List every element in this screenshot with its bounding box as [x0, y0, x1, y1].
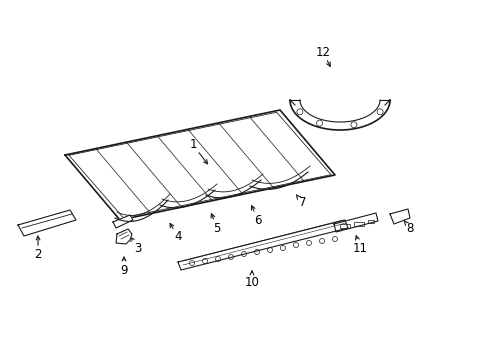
Text: 2: 2 — [34, 248, 41, 261]
Text: 10: 10 — [244, 275, 259, 288]
Bar — [353, 222, 363, 226]
Polygon shape — [18, 210, 76, 236]
Polygon shape — [65, 110, 334, 220]
Text: 3: 3 — [134, 242, 142, 255]
Text: 5: 5 — [213, 221, 220, 234]
Bar — [367, 220, 373, 223]
Text: 8: 8 — [406, 221, 413, 234]
Polygon shape — [389, 209, 409, 224]
Text: 7: 7 — [299, 197, 306, 210]
Polygon shape — [333, 213, 377, 232]
Text: 9: 9 — [120, 264, 127, 276]
Text: 11: 11 — [352, 242, 367, 255]
Text: 4: 4 — [174, 230, 182, 243]
Text: 6: 6 — [254, 213, 261, 226]
Text: 12: 12 — [315, 45, 330, 58]
Polygon shape — [116, 229, 132, 244]
Polygon shape — [178, 220, 347, 270]
Polygon shape — [113, 215, 133, 228]
Text: 1: 1 — [189, 139, 196, 152]
Bar — [339, 224, 349, 228]
